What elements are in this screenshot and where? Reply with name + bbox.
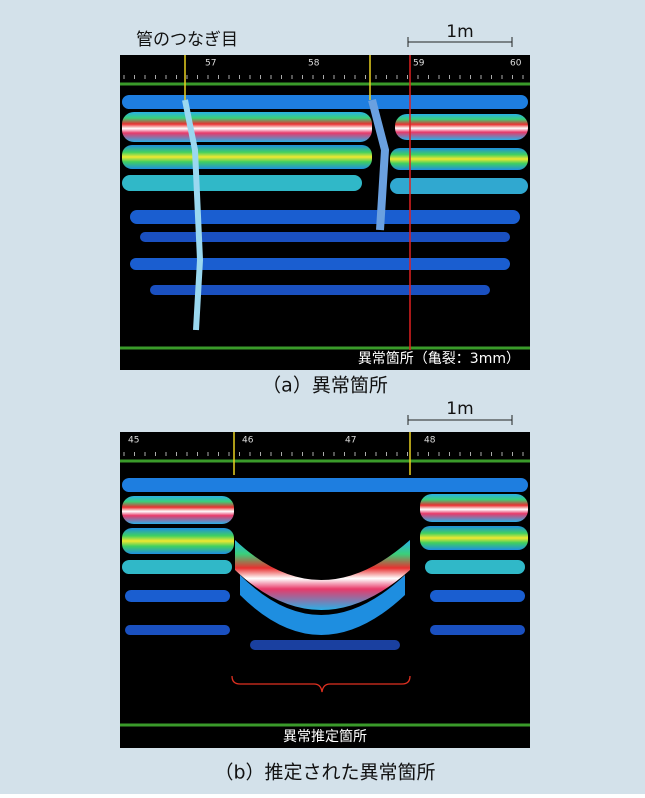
ruler-label: 57 bbox=[205, 59, 216, 69]
radar-image-b bbox=[120, 432, 530, 748]
ruler-label: 45 bbox=[128, 436, 139, 446]
ruler-label: 58 bbox=[308, 59, 320, 69]
scale-label: 1m bbox=[446, 22, 473, 42]
ruler-label: 60 bbox=[510, 59, 522, 69]
ruler-label: 59 bbox=[413, 59, 425, 69]
anomaly-label: 異常箇所（亀裂：3mm） bbox=[358, 350, 520, 367]
page: 管のつなぎ目 1m 57585960 異常箇所（亀裂：3mm） （a）異常箇所 … bbox=[0, 0, 645, 798]
ruler-label: 47 bbox=[345, 436, 356, 446]
ruler-label: 46 bbox=[242, 436, 254, 446]
caption: （b）推定された異常箇所 bbox=[214, 762, 435, 784]
scale-label: 1m bbox=[446, 399, 473, 419]
anomaly-label: 異常推定箇所 bbox=[283, 728, 367, 745]
radar-image-a bbox=[120, 55, 530, 370]
figure: 管のつなぎ目 1m 57585960 異常箇所（亀裂：3mm） （a）異常箇所 … bbox=[0, 0, 645, 794]
caption: （a）異常箇所 bbox=[262, 375, 388, 397]
ruler-label: 48 bbox=[424, 436, 436, 446]
joint-label: 管のつなぎ目 bbox=[136, 30, 238, 50]
